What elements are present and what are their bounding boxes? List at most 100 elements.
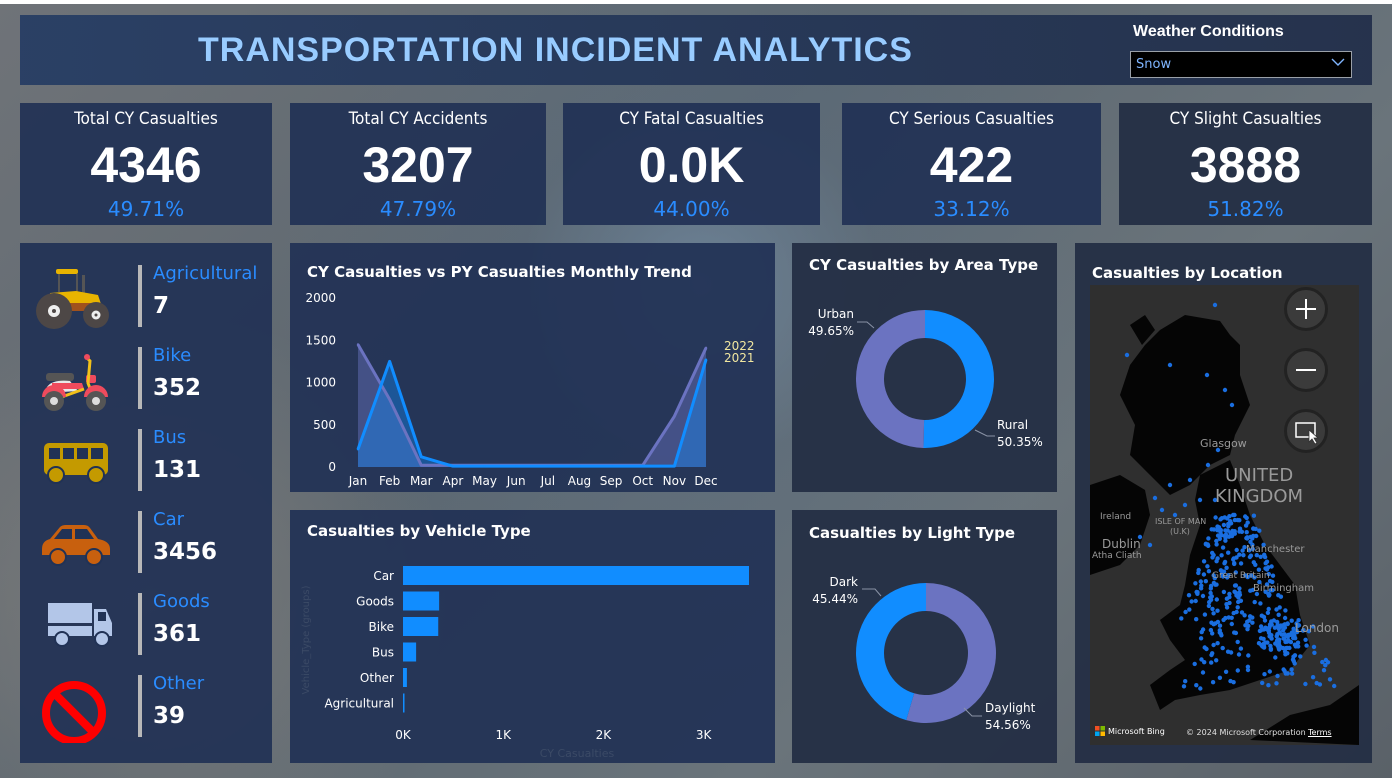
location-dot[interactable] (1222, 387, 1228, 393)
location-dot[interactable] (1211, 527, 1217, 532)
data-point[interactable] (578, 464, 581, 468)
location-dot[interactable] (1189, 599, 1194, 604)
location-dot[interactable] (1267, 669, 1272, 674)
slice-daylight[interactable] (906, 583, 997, 723)
location-dot[interactable] (1246, 653, 1251, 658)
location-dot[interactable] (1263, 625, 1268, 630)
location-dot[interactable] (1271, 618, 1277, 623)
location-dot[interactable] (1296, 644, 1301, 649)
location-dot[interactable] (1303, 637, 1308, 642)
location-dot[interactable] (1194, 683, 1199, 688)
location-dot[interactable] (1257, 528, 1262, 533)
location-dot[interactable] (1275, 619, 1280, 625)
location-dot[interactable] (1206, 603, 1212, 609)
location-dot[interactable] (1198, 636, 1204, 641)
map-select-button[interactable] (1284, 409, 1328, 453)
location-dot[interactable] (1181, 684, 1187, 689)
location-dot[interactable] (1223, 669, 1229, 674)
slice-dark[interactable] (856, 583, 926, 721)
location-dot[interactable] (1245, 667, 1251, 673)
location-dot[interactable] (1203, 579, 1208, 584)
location-dot[interactable] (1301, 627, 1306, 633)
data-point[interactable] (451, 464, 455, 468)
location-dot[interactable] (1280, 645, 1286, 651)
location-dot[interactable] (1215, 533, 1221, 538)
location-dot[interactable] (1215, 524, 1220, 529)
location-dot[interactable] (1259, 613, 1264, 618)
location-dot[interactable] (1241, 553, 1246, 558)
location-dot[interactable] (1210, 550, 1215, 556)
location-dot[interactable] (1310, 675, 1316, 680)
location-dot[interactable] (1257, 579, 1262, 585)
slice-urban[interactable] (855, 310, 925, 448)
location-dot[interactable] (1289, 618, 1294, 623)
location-dot[interactable] (1232, 583, 1238, 588)
location-dot[interactable] (1199, 657, 1204, 662)
location-dot[interactable] (1227, 594, 1232, 600)
location-dot[interactable] (1251, 526, 1256, 531)
location-dot[interactable] (1250, 536, 1255, 541)
location-dot[interactable] (1245, 664, 1251, 669)
data-point[interactable] (704, 358, 708, 361)
location-dot[interactable] (1244, 535, 1249, 541)
location-dot[interactable] (1200, 593, 1206, 599)
location-dot[interactable] (1229, 402, 1235, 408)
location-dot[interactable] (1228, 650, 1234, 655)
location-dot[interactable] (1222, 561, 1227, 566)
location-dot[interactable] (1233, 570, 1238, 575)
location-dot[interactable] (1236, 595, 1241, 600)
location-dot[interactable] (1273, 655, 1278, 660)
location-dot[interactable] (1219, 633, 1224, 638)
location-dot[interactable] (1292, 653, 1298, 658)
location-dot[interactable] (1258, 554, 1263, 559)
location-dot[interactable] (1208, 597, 1214, 602)
location-dot[interactable] (1266, 606, 1271, 612)
location-dot[interactable] (1167, 482, 1173, 488)
location-dot[interactable] (1252, 575, 1257, 580)
location-dot[interactable] (1298, 654, 1303, 659)
location-dot[interactable] (1235, 605, 1240, 610)
location-dot[interactable] (1213, 515, 1218, 520)
location-dot[interactable] (1332, 683, 1337, 689)
location-dot[interactable] (1218, 568, 1224, 573)
location-dot[interactable] (1262, 618, 1268, 623)
location-dot[interactable] (1235, 639, 1240, 645)
location-dot[interactable] (1240, 548, 1245, 553)
location-dot[interactable] (1263, 561, 1268, 566)
location-dot[interactable] (1242, 545, 1247, 550)
location-dot[interactable] (1262, 672, 1267, 677)
location-dot[interactable] (1247, 554, 1253, 560)
location-dot[interactable] (1226, 550, 1231, 555)
location-dot[interactable] (1238, 561, 1244, 566)
location-dot[interactable] (1265, 610, 1271, 615)
data-point[interactable] (356, 343, 360, 346)
location-dot[interactable] (1193, 581, 1198, 586)
location-dot[interactable] (1244, 530, 1249, 535)
location-dot[interactable] (1218, 529, 1223, 535)
location-dot[interactable] (1276, 612, 1281, 617)
location-dot[interactable] (1231, 556, 1236, 561)
location-dot[interactable] (1276, 624, 1281, 630)
location-dot[interactable] (1266, 593, 1272, 598)
location-dot[interactable] (1320, 659, 1325, 665)
location-dot[interactable] (1274, 634, 1279, 639)
location-dot[interactable] (1266, 683, 1271, 688)
location-dot[interactable] (1212, 302, 1218, 308)
location-dot[interactable] (1261, 645, 1267, 650)
location-dot[interactable] (1306, 629, 1312, 634)
location-dot[interactable] (1214, 597, 1219, 602)
data-point[interactable] (609, 464, 613, 468)
location-dot[interactable] (1254, 591, 1260, 597)
bar-goods[interactable] (403, 591, 440, 611)
location-dot[interactable] (1237, 552, 1242, 557)
location-dot[interactable] (1250, 587, 1256, 593)
location-dot[interactable] (1236, 652, 1242, 657)
location-dot[interactable] (1237, 586, 1242, 591)
location-dot[interactable] (1237, 590, 1242, 595)
location-dot[interactable] (1219, 516, 1225, 521)
data-point[interactable] (704, 346, 708, 350)
location-dot[interactable] (1224, 565, 1229, 570)
location-dot[interactable] (1186, 593, 1192, 598)
data-point[interactable] (388, 360, 391, 363)
location-dot[interactable] (1209, 594, 1214, 599)
